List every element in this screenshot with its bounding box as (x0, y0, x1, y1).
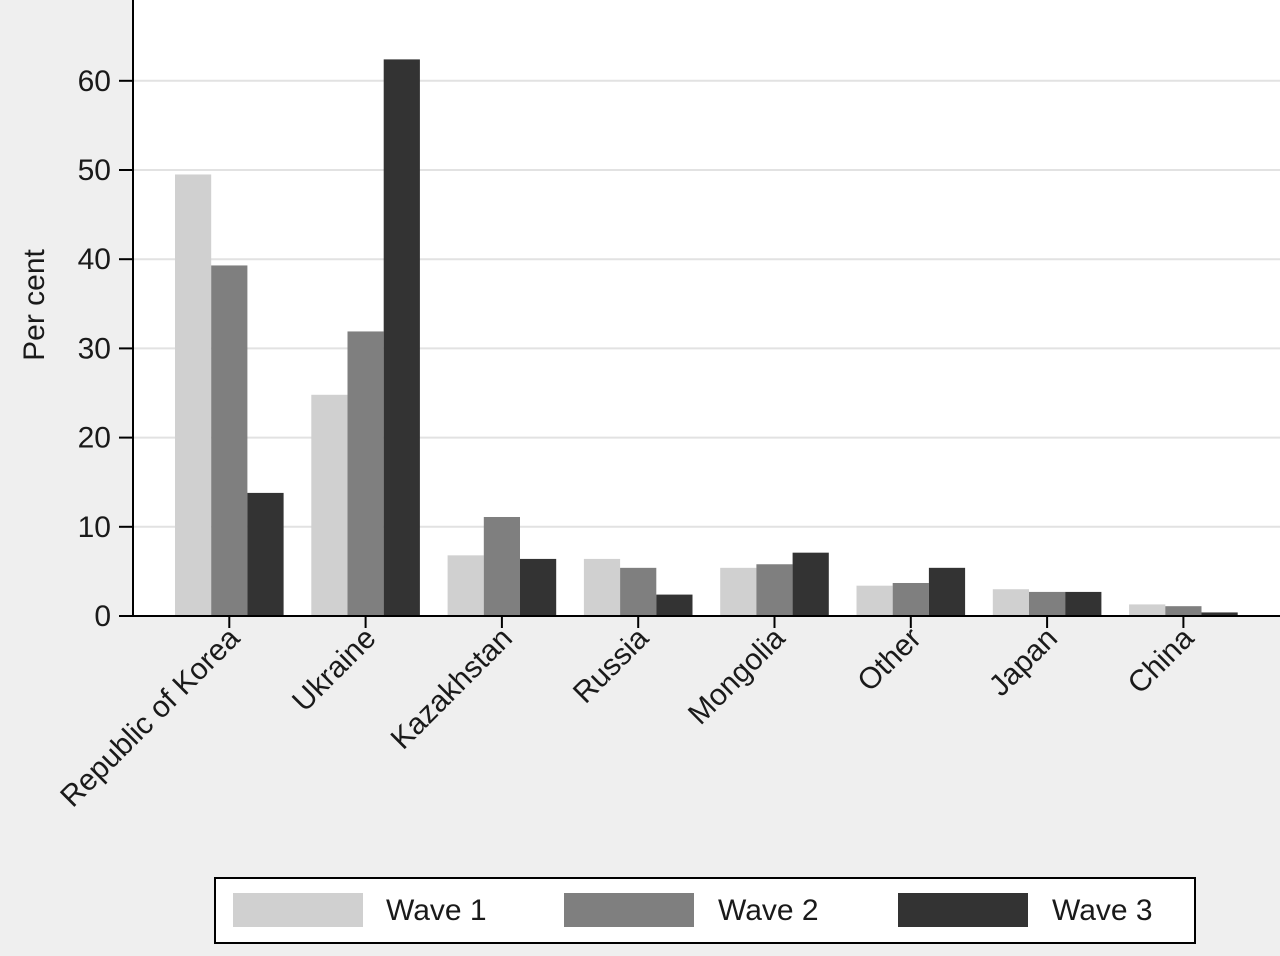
legend-label: Wave 1 (386, 894, 487, 927)
bar (756, 564, 793, 616)
legend-swatch (564, 893, 694, 927)
legend-swatch (233, 893, 363, 927)
bar (1129, 604, 1166, 616)
bar (247, 492, 284, 616)
bars (175, 59, 1238, 617)
y-tick-label: 20 (78, 422, 111, 455)
bar (720, 567, 757, 616)
x-tick-label: China (1122, 621, 1201, 700)
x-tick-label: Ukraine (286, 622, 382, 718)
legend-box (214, 877, 1196, 944)
legend: Wave 1 Wave 2 Wave 3 (214, 877, 1196, 944)
bar (1065, 591, 1102, 616)
x-tick-label: Republic of Korea (54, 621, 246, 813)
bar (928, 567, 966, 616)
plot-background (133, 0, 1280, 616)
bar (620, 567, 657, 616)
bar (992, 589, 1029, 616)
x-tick-label: Other (851, 622, 927, 698)
bar (483, 516, 520, 616)
bar (311, 394, 348, 616)
bar (1029, 591, 1066, 616)
bar (792, 552, 829, 616)
y-tick-label: 0 (94, 600, 111, 633)
bar (211, 265, 248, 616)
bar (892, 582, 929, 616)
x-tick-label: Russia (567, 621, 655, 709)
legend-swatch (898, 893, 1028, 927)
bar (520, 558, 557, 616)
bar (447, 555, 484, 616)
bar (1201, 612, 1238, 616)
x-tick-label: Mongolia (682, 621, 792, 731)
legend-label: Wave 3 (1052, 894, 1153, 927)
x-tick-label: Kazakhstan (385, 622, 519, 756)
y-axis-label: Per cent (18, 248, 51, 360)
bar (856, 585, 893, 616)
bar (656, 594, 693, 616)
y-tick-label: 60 (78, 65, 111, 98)
bar (175, 174, 212, 616)
y-tick-label: 30 (78, 332, 111, 365)
bar (347, 331, 384, 616)
x-tick-label: Japan (983, 622, 1064, 703)
bar (583, 558, 621, 616)
bar (1165, 606, 1202, 616)
y-tick-label: 50 (78, 154, 111, 187)
y-tick-label: 10 (78, 511, 111, 544)
legend-label: Wave 2 (718, 894, 819, 927)
bar (383, 59, 420, 617)
y-tick-label: 40 (78, 243, 111, 276)
